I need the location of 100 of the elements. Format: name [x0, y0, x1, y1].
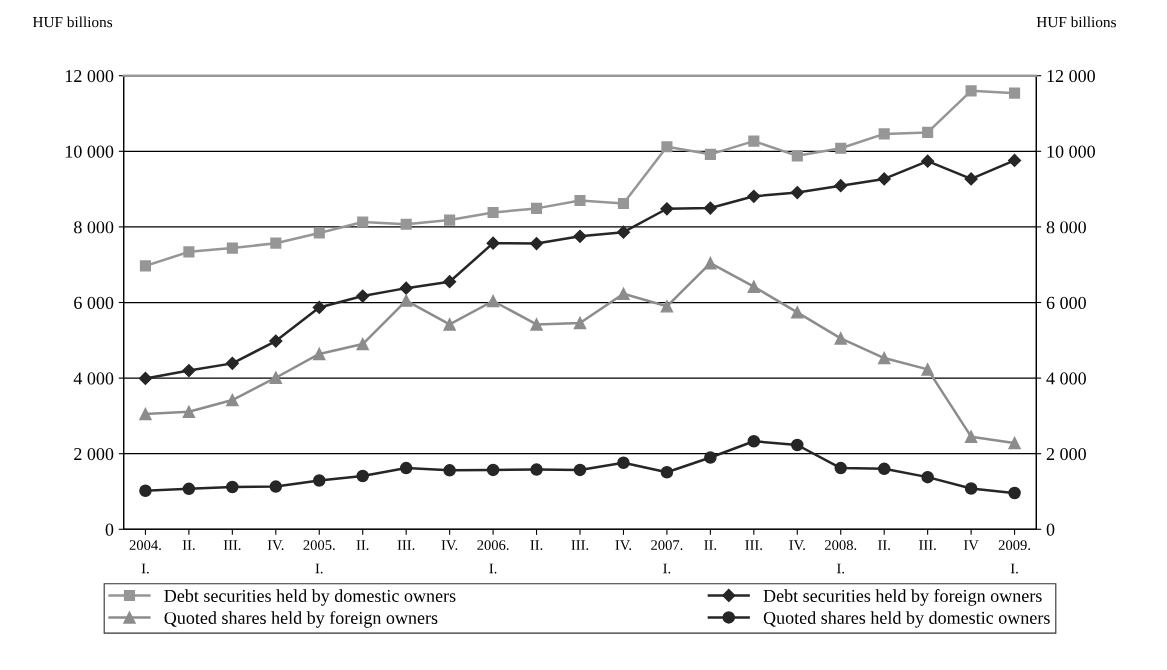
- point: [574, 194, 586, 207]
- point: [660, 202, 674, 216]
- point: [1009, 87, 1021, 99]
- y-tick-label: 0: [105, 523, 114, 536]
- point: [1008, 436, 1021, 450]
- point: [790, 185, 804, 200]
- point: [834, 179, 848, 193]
- point: [486, 236, 500, 250]
- x-tick-label: III.: [745, 540, 762, 551]
- point: [791, 438, 804, 452]
- x-tick-label: III.: [223, 540, 241, 551]
- y2-tick-label: 8 000: [1046, 221, 1086, 234]
- point: [617, 287, 630, 301]
- point: [183, 246, 195, 258]
- point: [921, 470, 934, 484]
- point: [1007, 153, 1022, 167]
- x-tick-label: IV: [963, 540, 979, 551]
- y2-tick-label: 4 000: [1046, 372, 1086, 385]
- point: [748, 135, 760, 147]
- point: [139, 407, 152, 421]
- point: [226, 393, 239, 407]
- x-tick-label: 2005. I.: [303, 540, 335, 574]
- point: [530, 318, 543, 331]
- point: [964, 430, 978, 443]
- legend-label: Debt securities held by domestic owners: [164, 589, 456, 606]
- y2-tick-label: 10 000: [1047, 145, 1095, 158]
- point: [530, 463, 543, 476]
- point: [573, 229, 587, 243]
- x-tick-label: IV.: [441, 540, 458, 551]
- y-tick-label: 8 000: [74, 221, 114, 234]
- point: [660, 300, 674, 313]
- legend-label: Quoted shares held by domestic owners: [763, 611, 1050, 628]
- x-tick-label: III.: [397, 540, 415, 551]
- point: [791, 306, 804, 319]
- point: [399, 294, 413, 307]
- point: [834, 461, 847, 475]
- point: [617, 197, 630, 210]
- point: [704, 256, 717, 270]
- x-tick-label: III.: [571, 540, 589, 551]
- x-tick-label: IV.: [267, 540, 284, 551]
- point: [965, 85, 977, 97]
- point: [964, 172, 978, 186]
- point: [487, 206, 499, 219]
- y2-axis-title: HUF billions: [1036, 16, 1116, 28]
- legend-label: Quoted shares held by foreign owners: [164, 611, 438, 628]
- point: [922, 126, 934, 138]
- point: [444, 214, 456, 226]
- point: [834, 332, 847, 345]
- point: [182, 405, 196, 418]
- point: [877, 172, 891, 186]
- point: [486, 463, 500, 477]
- point: [226, 480, 239, 494]
- legend-label: Debt securities held by foreign owners: [763, 589, 1042, 606]
- x-tick-label: 2004. I.: [129, 540, 161, 574]
- point: [877, 351, 891, 365]
- point: [356, 289, 370, 303]
- point: [1008, 486, 1021, 500]
- point: [356, 337, 369, 351]
- point: [356, 469, 369, 483]
- point: [443, 318, 456, 331]
- y-tick-label: 12 000: [65, 69, 114, 83]
- point: [357, 216, 369, 228]
- y2-tick-label: 0: [1046, 523, 1055, 536]
- y2-tick-label: 2 000: [1046, 447, 1086, 461]
- y2-tick-label: 12 000: [1047, 69, 1095, 83]
- point: [921, 154, 935, 168]
- point: [573, 463, 587, 477]
- point: [704, 451, 717, 464]
- point: [573, 316, 587, 330]
- point: [703, 201, 717, 215]
- point: [616, 225, 631, 239]
- x-tick-label: 2007. I.: [651, 540, 683, 574]
- x-tick-label: 2008. I.: [824, 540, 857, 574]
- point: [835, 142, 847, 154]
- point: [313, 474, 326, 487]
- point: [399, 281, 413, 295]
- x-tick-label: 2006. I.: [477, 540, 509, 574]
- point: [877, 462, 891, 476]
- point: [747, 434, 761, 448]
- point: [791, 150, 803, 162]
- point: [399, 461, 413, 475]
- y-tick-label: 10 000: [65, 145, 114, 158]
- point: [182, 482, 196, 496]
- x-tick-label: 2009. I.: [998, 540, 1031, 574]
- x-tick-label: II.: [182, 540, 195, 551]
- point: [138, 371, 153, 386]
- point: [921, 363, 934, 376]
- point: [226, 242, 238, 254]
- point: [269, 371, 283, 384]
- x-tick-label: IV.: [615, 540, 632, 551]
- point: [704, 148, 716, 160]
- x-tick-label: II.: [878, 540, 890, 551]
- point: [313, 227, 325, 239]
- point: [617, 456, 630, 470]
- point: [139, 484, 152, 497]
- x-tick-label: IV.: [789, 540, 805, 551]
- y-tick-label: 4 000: [73, 372, 114, 385]
- point: [660, 465, 674, 479]
- point: [486, 294, 500, 308]
- y-tick-label: 6 000: [74, 296, 114, 309]
